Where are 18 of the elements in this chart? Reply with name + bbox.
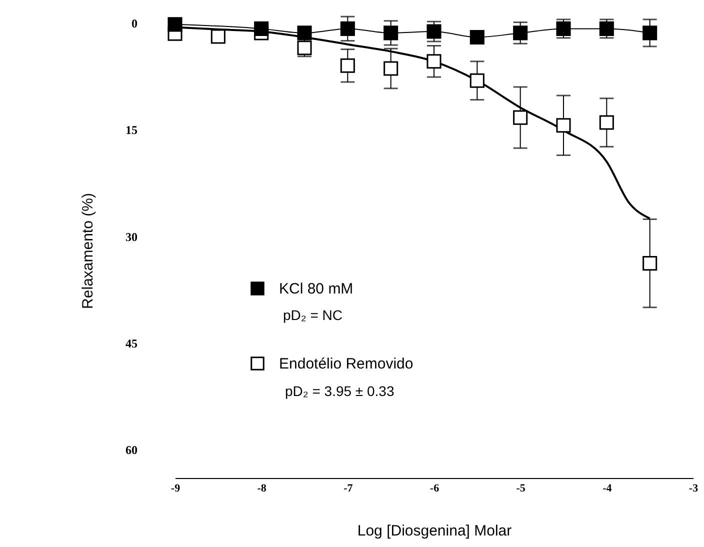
y-tick-label: 45: [126, 336, 138, 350]
x-tick-label: -9: [170, 482, 181, 494]
legend-label: Endotélio Removido: [279, 356, 414, 372]
y-tick-label: 0: [132, 16, 138, 30]
x-tick-label: -5: [516, 482, 526, 494]
y-axis-title: Relaxamento (%): [80, 193, 96, 309]
legend-label: KCl 80 mM: [279, 280, 354, 298]
x-tick-label: -7: [344, 482, 354, 494]
annotation: pD₂ = NC: [283, 307, 343, 323]
x-tick-label: -6: [430, 482, 440, 494]
x-tick-label: -4: [602, 482, 612, 494]
annotation: pD₂ = 3.95 ± 0.33: [285, 383, 394, 399]
y-tick-label: 15: [126, 123, 138, 138]
x-axis-title: Log [Diosgenina] Molar: [357, 522, 512, 540]
x-tick-label: -3: [688, 482, 699, 494]
x-tick-label: -8: [257, 482, 267, 494]
y-tick-label: 30: [126, 230, 138, 244]
y-tick-label: 60: [126, 443, 138, 458]
